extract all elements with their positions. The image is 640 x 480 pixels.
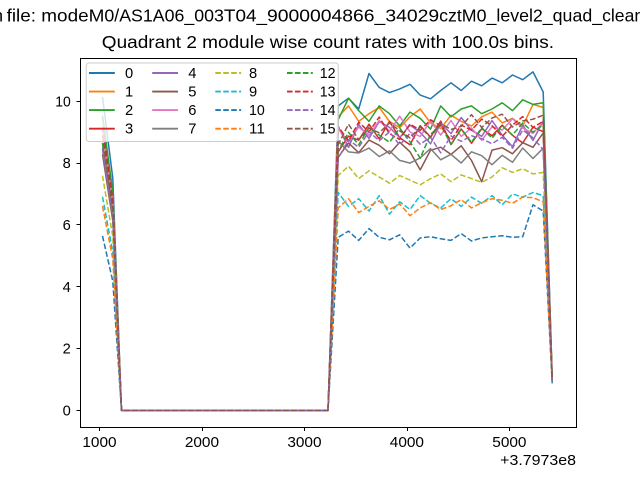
svg-text:5000: 5000 [492,435,526,451]
svg-text:10: 10 [249,103,265,119]
svg-text:11: 11 [249,122,265,138]
svg-text:10: 10 [55,94,71,110]
svg-text:3: 3 [125,122,133,138]
svg-text:2: 2 [125,103,133,119]
svg-text:4: 4 [188,66,196,82]
svg-text:+3.7973e8: +3.7973e8 [500,453,576,469]
svg-text:3000: 3000 [287,435,321,451]
svg-text:T04_: T04_ [224,5,267,26]
svg-text:8: 8 [249,66,257,82]
svg-text:file: modeM: file: modeM [7,5,105,25]
svg-text:8: 8 [63,156,71,172]
svg-text:7: 7 [188,122,196,138]
svg-text:15: 15 [320,122,336,138]
svg-text:6: 6 [188,103,196,119]
svg-text:5: 5 [188,85,196,101]
svg-text:9: 9 [249,85,257,101]
svg-text:cztM0_level2_quad_: cztM0_level2_quad_ [439,5,602,26]
svg-text:12: 12 [320,66,336,82]
svg-text:9000004866_34029: 9000004866_34029 [267,5,439,26]
svg-text:13: 13 [320,85,336,101]
svg-text:0: 0 [125,66,133,82]
svg-text:1000: 1000 [82,435,116,451]
svg-text:clean: clean [602,5,640,25]
svg-text:n: n [0,5,3,25]
svg-text:1: 1 [125,85,133,101]
svg-text:Quadrant 2 module wise count r: Quadrant 2 module wise count rates with … [102,32,554,52]
svg-text:2000: 2000 [185,435,219,451]
svg-text:6: 6 [63,218,71,234]
svg-text:4000: 4000 [390,435,424,451]
svg-text:2: 2 [63,342,71,358]
svg-text:0/AS1A06_003: 0/AS1A06_003 [104,5,224,26]
svg-text:14: 14 [320,103,336,119]
svg-text:0: 0 [63,403,71,419]
svg-text:4: 4 [63,280,71,296]
